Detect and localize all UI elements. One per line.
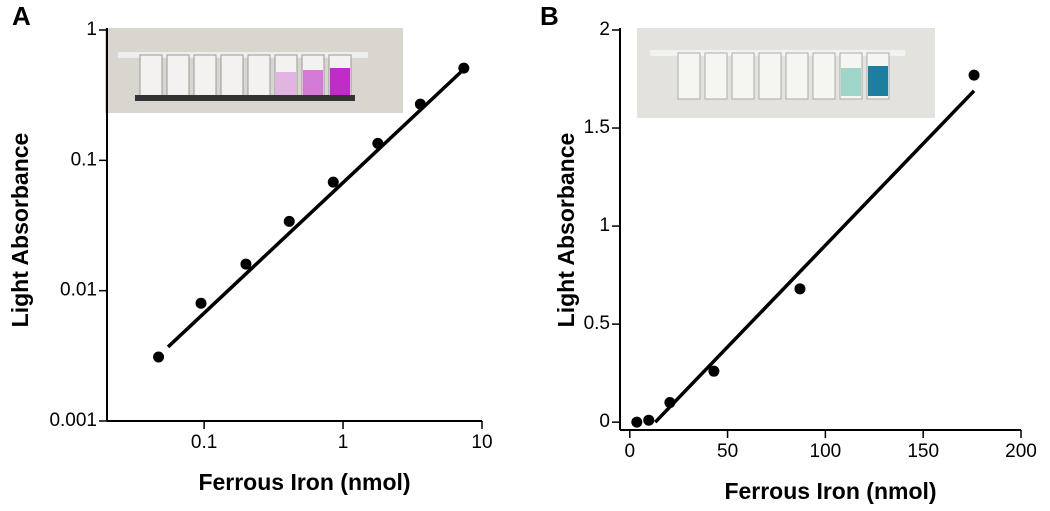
- x-tick-label: 50: [717, 441, 738, 462]
- x-tick-label: 150: [907, 441, 939, 462]
- y-tick-label: 0: [599, 411, 610, 432]
- y-tick-label: 0.001: [49, 410, 97, 431]
- data-point: [283, 215, 295, 227]
- y-tick-label: 1.5: [584, 117, 610, 138]
- inset-photo-a: [105, 28, 403, 113]
- inset-photo-b: [637, 28, 935, 118]
- x-tick-label: 0: [624, 441, 635, 462]
- panel-label: A: [12, 1, 31, 31]
- x-tick-label: 1: [338, 432, 349, 453]
- y-tick-label: 1: [599, 215, 610, 236]
- data-point: [664, 397, 676, 409]
- data-point: [708, 365, 720, 377]
- data-point: [372, 137, 384, 149]
- data-point: [631, 416, 643, 428]
- data-point: [327, 176, 339, 188]
- x-tick-label: 0.1: [191, 432, 217, 453]
- data-point: [153, 351, 165, 363]
- data-point: [458, 62, 470, 74]
- x-tick-label: 100: [810, 441, 842, 462]
- x-axis-label: Ferrous Iron (nmol): [724, 478, 936, 504]
- data-point: [643, 414, 655, 426]
- data-point: [968, 69, 980, 81]
- x-tick-label: 10: [471, 432, 492, 453]
- y-tick-label: 2: [599, 19, 610, 40]
- panel-label: B: [540, 1, 559, 31]
- data-point: [414, 98, 426, 110]
- fit-line: [653, 89, 976, 424]
- data-point: [240, 258, 252, 270]
- x-tick-label: 200: [1005, 441, 1037, 462]
- y-axis-label: Light Absorbance: [7, 133, 33, 328]
- y-axis-label: Light Absorbance: [553, 133, 579, 328]
- y-tick-label: 1: [86, 19, 97, 40]
- y-tick-label: 0.5: [584, 313, 610, 334]
- data-point: [794, 283, 806, 295]
- x-axis-label: Ferrous Iron (nmol): [198, 469, 410, 495]
- y-tick-label: 0.1: [71, 149, 97, 170]
- data-point: [195, 297, 207, 309]
- fit-line: [166, 67, 466, 349]
- y-tick-label: 0.01: [60, 280, 97, 301]
